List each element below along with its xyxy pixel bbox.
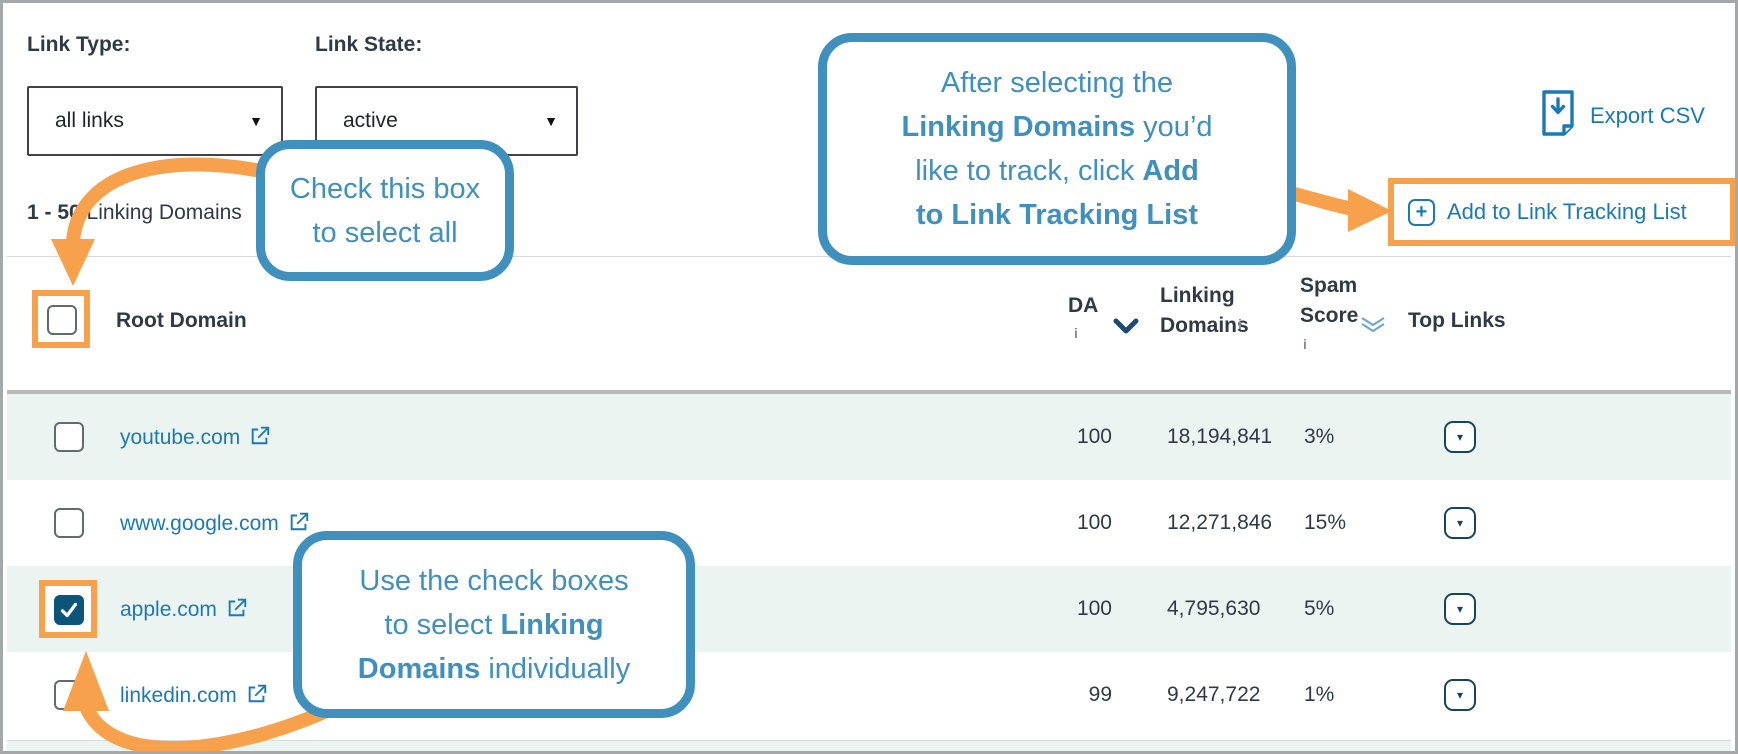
column-header-linking-domains-line2[interactable]: Domains (1160, 314, 1249, 337)
table-row: linkedin.com 99 9,247,722 1% ▾ (7, 652, 1731, 738)
dropdown-caret-icon: ▾ (1456, 516, 1464, 530)
caret-down-icon: ▼ (544, 113, 558, 129)
callout-text: Domains individually (357, 652, 631, 685)
external-link-icon[interactable] (246, 682, 268, 709)
callout-text: Linking Domains you’d (901, 111, 1213, 143)
spam-score-value: 5% (1304, 597, 1335, 620)
top-links-dropdown-button[interactable]: ▾ (1444, 679, 1476, 711)
callout-text: like to track, click Add (915, 155, 1199, 187)
callout-text: Check this box (289, 172, 481, 205)
column-header-linking-domains[interactable]: Linking (1160, 284, 1235, 307)
caret-down-icon: ▼ (249, 113, 263, 129)
external-link-icon[interactable] (226, 596, 248, 623)
column-header-top-links: Top Links (1408, 309, 1506, 332)
info-icon[interactable]: i (1303, 336, 1307, 352)
callout-text: to select Linking (384, 608, 604, 641)
annotation-arrow (1284, 186, 1360, 216)
column-header-da[interactable]: DA (1068, 294, 1099, 317)
column-header-root-domain[interactable]: Root Domain (116, 309, 247, 332)
da-value: 100 (1076, 425, 1112, 448)
da-value: 100 (1076, 597, 1112, 620)
results-label: Linking Domains (86, 201, 242, 224)
download-file-icon (1540, 89, 1576, 142)
dropdown-caret-icon: ▾ (1456, 430, 1464, 444)
row-checkbox[interactable] (54, 508, 84, 538)
header-divider (7, 390, 1731, 394)
info-icon[interactable]: i (1238, 316, 1242, 332)
row-checkbox[interactable] (54, 595, 84, 625)
top-links-dropdown-button[interactable]: ▾ (1444, 507, 1476, 539)
callout-text: Use the check boxes (359, 564, 629, 597)
top-links-dropdown-button[interactable]: ▾ (1444, 593, 1476, 625)
domain-link[interactable]: youtube.com (120, 425, 241, 449)
callout-select-all: Check this box to select all (256, 140, 514, 281)
table-row: www.google.com 100 12,271,846 15% ▾ (7, 480, 1731, 566)
spam-score-value: 3% (1304, 425, 1335, 448)
da-value: 100 (1076, 511, 1112, 534)
external-link-icon[interactable] (249, 424, 271, 451)
add-to-list-label: Add to Link Tracking List (1447, 199, 1687, 224)
add-to-link-tracking-list-button[interactable]: + Add to Link Tracking List (1388, 178, 1735, 246)
callout-text: After selecting the (940, 67, 1174, 99)
link-state-value: active (343, 109, 398, 132)
linking-domains-value: 12,271,846 (1167, 511, 1273, 534)
link-type-value: all links (55, 109, 124, 132)
domain-link[interactable]: apple.com (120, 597, 217, 621)
column-header-spam-score[interactable]: Spam (1300, 274, 1358, 297)
callout-text: to select all (312, 216, 458, 249)
callout-add-tracking: After selecting the Linking Domains you’… (818, 33, 1296, 265)
link-type-label: Link Type: (27, 33, 131, 56)
domain-link[interactable]: www.google.com (120, 511, 279, 535)
linking-domains-value: 18,194,841 (1167, 425, 1273, 448)
external-link-icon[interactable] (288, 510, 310, 537)
plus-icon: + (1408, 198, 1435, 226)
sort-double-chevron-icon[interactable] (1359, 315, 1387, 340)
domain-link[interactable]: linkedin.com (120, 683, 237, 707)
link-state-label: Link State: (315, 33, 423, 56)
export-csv-label: Export CSV (1590, 102, 1705, 128)
linking-domains-value: 9,247,722 (1167, 683, 1261, 706)
export-csv-button[interactable]: Export CSV (1540, 89, 1705, 142)
callout-individual-select: Use the check boxes to select Linking Do… (293, 531, 695, 718)
table-row-partial (7, 740, 1731, 751)
da-value: 99 (1088, 683, 1112, 706)
sort-desc-chevron-icon[interactable] (1113, 318, 1139, 340)
results-range: 1 - 50 (27, 201, 81, 224)
column-header-spam-score-line2[interactable]: Score (1300, 304, 1359, 327)
results-summary: 1 - 50 Linking Domains (27, 201, 242, 225)
table-row: apple.com 100 4,795,630 5% ▾ (7, 566, 1731, 652)
info-icon[interactable]: i (1074, 325, 1078, 341)
linking-domains-value: 4,795,630 (1167, 597, 1261, 620)
spam-score-value: 1% (1304, 683, 1335, 706)
row-checkbox[interactable] (54, 680, 84, 710)
callout-text: to Link Tracking List (916, 199, 1198, 231)
checked-box-highlight (39, 580, 97, 638)
select-all-checkbox[interactable] (47, 305, 77, 335)
spam-score-value: 15% (1304, 511, 1347, 534)
top-links-dropdown-button[interactable]: ▾ (1444, 421, 1476, 453)
row-checkbox[interactable] (54, 422, 84, 452)
link-type-select[interactable]: all links ▼ (27, 86, 283, 156)
table-row: youtube.com 100 18,194,841 3% ▾ (7, 394, 1731, 480)
dropdown-caret-icon: ▾ (1456, 688, 1464, 702)
dropdown-caret-icon: ▾ (1456, 602, 1464, 616)
